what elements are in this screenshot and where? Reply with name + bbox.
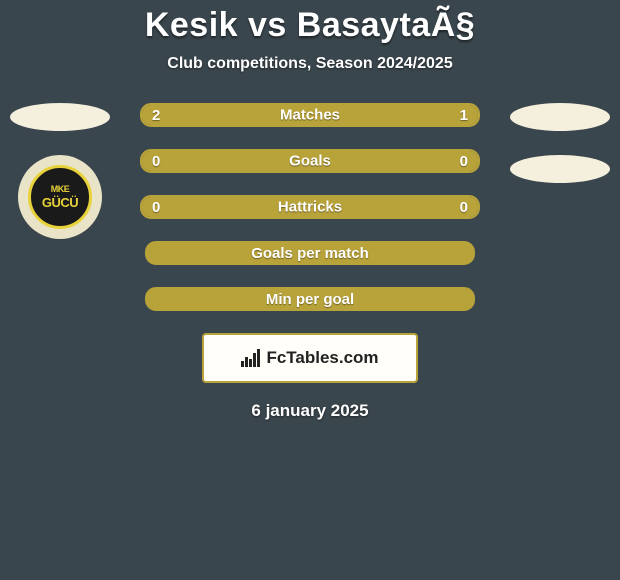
club-logo-text-mid: GÜCÜ <box>42 196 78 209</box>
bar-chart-icon <box>241 349 260 367</box>
stat-left-value: 0 <box>142 199 170 216</box>
brand-name: FcTables.com <box>266 348 378 368</box>
stat-left-value: 0 <box>142 153 170 170</box>
stat-row-min-per-goal: Min per goal <box>145 287 475 311</box>
stat-row-goals-per-match: Goals per match <box>145 241 475 265</box>
stat-right-fill: 0 <box>310 151 478 171</box>
right-player-column <box>500 103 620 207</box>
stat-label: Goals per match <box>251 245 369 262</box>
stat-row-matches: 2 1 Matches <box>140 103 480 127</box>
stat-left-value: 2 <box>142 107 170 124</box>
brand-box[interactable]: FcTables.com <box>202 333 418 383</box>
stat-label: Min per goal <box>266 291 354 308</box>
date-label: 6 january 2025 <box>0 401 620 421</box>
subtitle: Club competitions, Season 2024/2025 <box>0 55 620 73</box>
stats-area: MKE GÜCÜ 2 1 Matches <box>0 103 620 311</box>
stat-left-fill: 0 <box>142 151 310 171</box>
stat-right-value: 0 <box>450 199 478 216</box>
left-player-column: MKE GÜCÜ <box>0 103 120 239</box>
player-left-photo-placeholder <box>10 103 110 131</box>
stat-label: Matches <box>280 107 340 124</box>
stat-label: Hattricks <box>278 199 342 216</box>
stat-bars: 2 1 Matches 0 0 Goals 0 <box>140 103 480 311</box>
player-left-club-logo: MKE GÜCÜ <box>18 155 102 239</box>
stat-row-hattricks: 0 0 Hattricks <box>140 195 480 219</box>
stat-label: Goals <box>289 153 331 170</box>
page-title: Kesik vs BasaytaÃ§ <box>0 6 620 45</box>
player-right-photo-placeholder <box>510 103 610 131</box>
club-logo-inner: MKE GÜCÜ <box>28 165 92 229</box>
stat-row-goals: 0 0 Goals <box>140 149 480 173</box>
player-right-club-logo-placeholder <box>510 155 610 183</box>
stat-right-value: 0 <box>450 153 478 170</box>
stat-right-fill: 1 <box>366 105 478 125</box>
comparison-card: Kesik vs BasaytaÃ§ Club competitions, Se… <box>0 0 620 580</box>
stat-right-value: 1 <box>450 107 478 124</box>
club-logo-text-top: MKE <box>51 185 70 194</box>
